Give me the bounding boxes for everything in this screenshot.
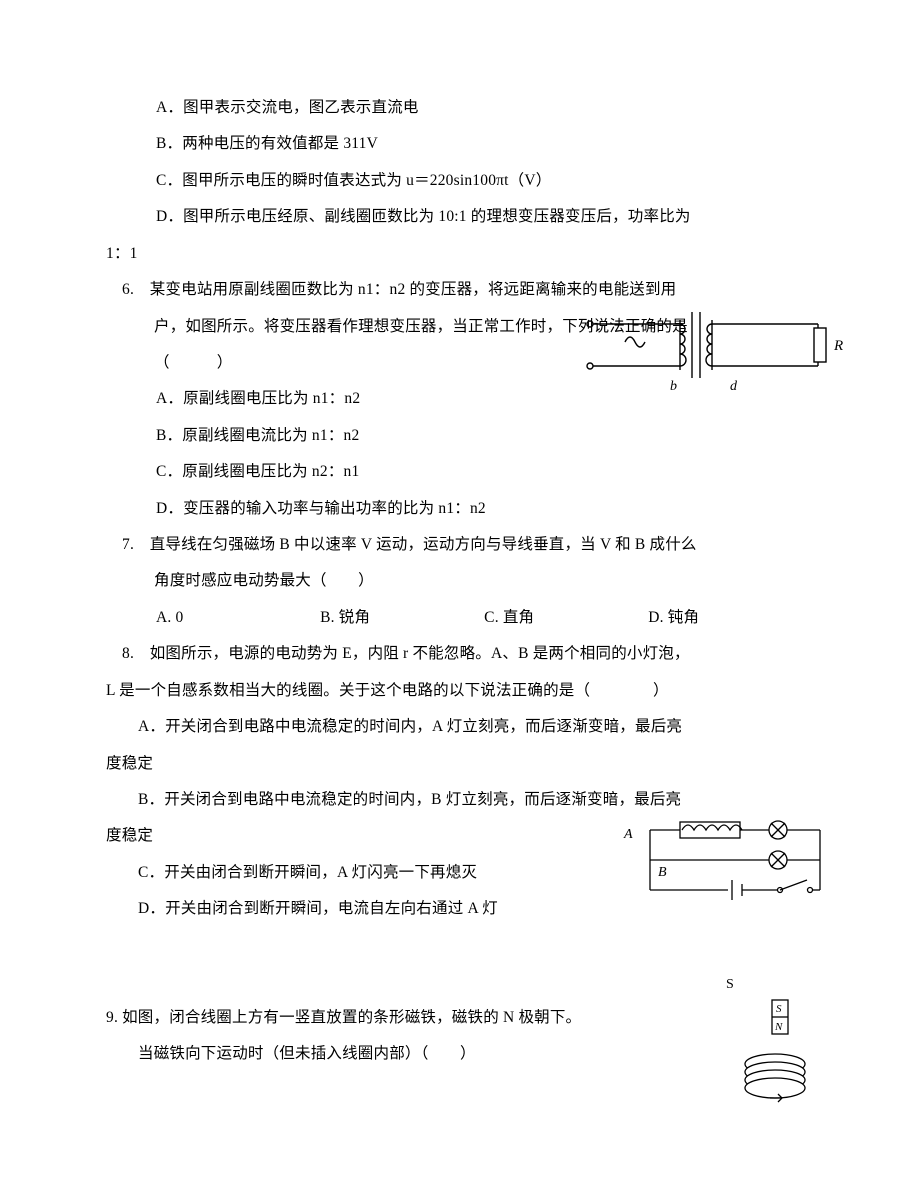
q8-optA-line2: 度稳定 <box>106 746 830 782</box>
q7-optB: B. 锐角 <box>320 600 480 636</box>
q7-optA: A. 0 <box>156 600 316 636</box>
q6-fig-label-R: R <box>833 338 843 354</box>
q7-stem-line2: 角度时感应电动势最大（ ） <box>106 563 830 599</box>
q8-stem-line2: L 是一个自感系数相当大的线圈。关于这个电路的以下说法正确的是（ ） <box>106 673 830 709</box>
q5-optC: C．图甲所示电压的瞬时值表达式为 u＝220sin100πt（V） <box>106 163 830 199</box>
q8-optB-line1: B．开关闭合到电路中电流稳定的时间内，B 灯立刻亮，而后逐渐变暗，最后亮 <box>106 782 830 818</box>
q7-optC: C. 直角 <box>484 600 644 636</box>
q6-optD: D．变压器的输入功率与输出功率的比为 n1：n2 <box>106 491 830 527</box>
q9-stem-line1: 9. 如图，闭合线圈上方有一竖直放置的条形磁铁，磁铁的 N 极朝下。 <box>106 1000 830 1036</box>
q9-stem-line2: 当磁铁向下运动时（但未插入线圈内部）（ ） <box>106 1036 830 1072</box>
q6-optB: B．原副线圈电流比为 n1：n2 <box>106 418 830 454</box>
q8-optD: D．开关由闭合到断开瞬间，电流自左向右通过 A 灯 <box>106 891 830 927</box>
q8-optC: C．开关由闭合到断开瞬间，A 灯闪亮一下再熄灭 <box>106 855 830 891</box>
q8-stem-line1: 8. 如图所示，电源的电动势为 E，内阻 r 不能忽略。A、B 是两个相同的小灯… <box>106 636 830 672</box>
q6-stem-line2: 户，如图所示。将变压器看作理想变压器，当正常工作时，下列说法正确的是 <box>106 309 830 345</box>
q7: 7. 直导线在匀强磁场 B 中以速率 V 运动，运动方向与导线垂直，当 V 和 … <box>106 527 830 636</box>
q8: 8. 如图所示，电源的电动势为 E，内阻 r 不能忽略。A、B 是两个相同的小灯… <box>106 636 830 927</box>
q6-stem-line3: （ ） <box>106 345 830 381</box>
q5-options: A．图甲表示交流电，图乙表示直流电 B．两种电压的有效值都是 311V C．图甲… <box>106 90 830 272</box>
q5-optD-line2: 1：1 <box>106 236 830 272</box>
q6: 6. 某变电站用原副线圈匝数比为 n1：n2 的变压器，将远距离输来的电能送到用… <box>106 272 830 527</box>
q5-optB: B．两种电压的有效值都是 311V <box>106 126 830 162</box>
spacing-2 <box>106 964 830 1000</box>
q6-optC: C．原副线圈电压比为 n2：n1 <box>106 454 830 490</box>
spacing <box>106 928 830 964</box>
q7-stem-line1: 7. 直导线在匀强磁场 B 中以速率 V 运动，运动方向与导线垂直，当 V 和 … <box>106 527 830 563</box>
q5-optD-line1: D．图甲所示电压经原、副线圈匝数比为 10:1 的理想变压器变压后，功率比为 <box>106 199 830 235</box>
q9: 9. 如图，闭合线圈上方有一竖直放置的条形磁铁，磁铁的 N 极朝下。 当磁铁向下… <box>106 1000 830 1073</box>
q6-stem-line1: 6. 某变电站用原副线圈匝数比为 n1：n2 的变压器，将远距离输来的电能送到用 <box>106 272 830 308</box>
q5-optA: A．图甲表示交流电，图乙表示直流电 <box>106 90 830 126</box>
q7-optD: D. 钝角 <box>648 600 699 636</box>
q7-options: A. 0 B. 锐角 C. 直角 D. 钝角 <box>106 600 830 636</box>
q8-optA-line1: A．开关闭合到电路中电流稳定的时间内，A 灯立刻亮，而后逐渐变暗，最后亮 <box>106 709 830 745</box>
q8-optB-line2: 度稳定 <box>106 818 830 854</box>
q6-optA: A．原副线圈电压比为 n1：n2 <box>106 381 830 417</box>
